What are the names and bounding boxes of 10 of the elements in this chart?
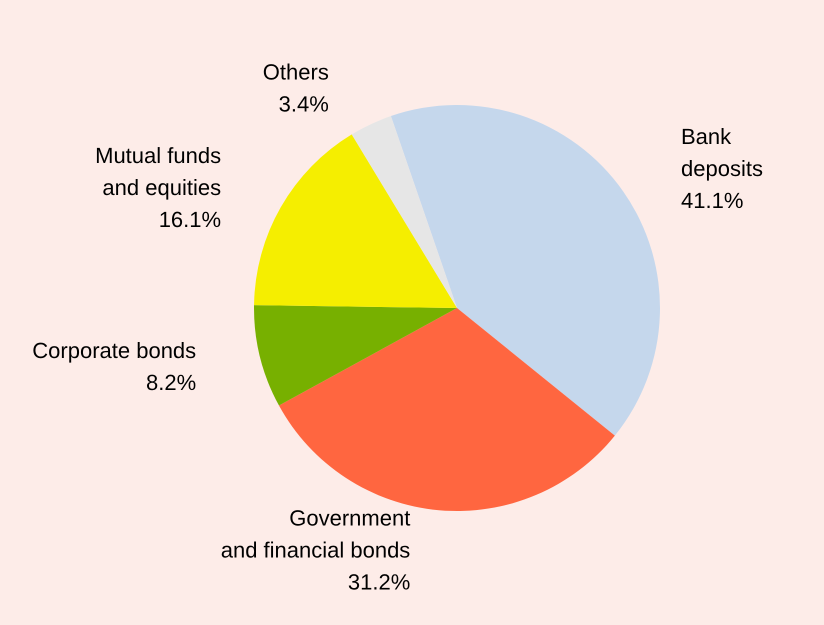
- slice-label: Government and financial bonds: [220, 506, 410, 563]
- data-label: 16.1%: [158, 206, 222, 232]
- data-label: 41.1%: [681, 188, 744, 214]
- data-label: 8.2%: [146, 370, 196, 396]
- slice-label: Corporate bonds: [32, 338, 196, 364]
- data-label: 31.2%: [348, 570, 410, 595]
- slice-label: Others: [262, 59, 329, 84]
- data-label: 3.4%: [278, 91, 329, 116]
- slice-label: Mutual funds and equities: [95, 142, 222, 200]
- slice-label: Bank deposits: [681, 124, 763, 182]
